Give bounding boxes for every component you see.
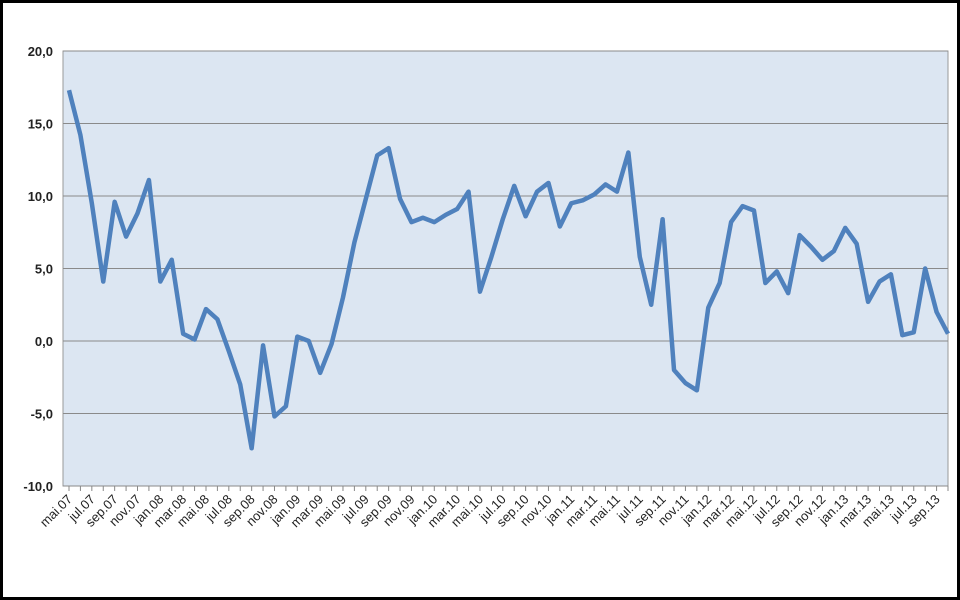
- y-tick-label: -5,0: [31, 407, 53, 422]
- y-tick-label: 5,0: [35, 262, 53, 277]
- y-tick-label: 15,0: [28, 117, 53, 132]
- y-tick-label: 0,0: [35, 334, 53, 349]
- y-tick-label: 10,0: [28, 189, 53, 204]
- y-tick-label: 20,0: [28, 44, 53, 59]
- data-line: [66, 89, 950, 451]
- y-tick-label: -10,0: [23, 479, 53, 494]
